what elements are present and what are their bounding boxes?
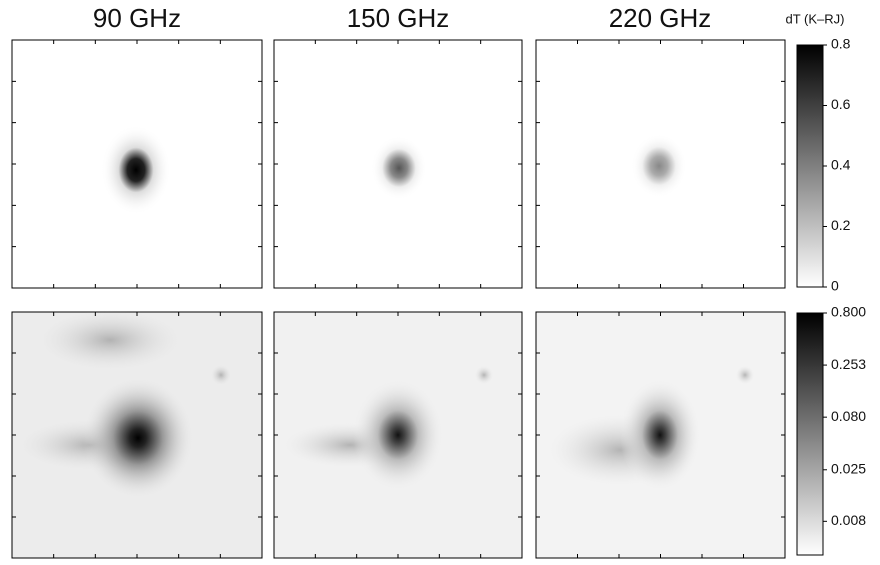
colorbar-tick-label: 0 bbox=[831, 278, 839, 294]
colorbar-tick-label: 0.008 bbox=[831, 512, 866, 528]
colorbar-tick-label: 0.2 bbox=[831, 217, 851, 233]
frame-tick bbox=[274, 40, 522, 288]
colorbar bbox=[796, 312, 824, 556]
frame-tick bbox=[12, 312, 262, 558]
frame-tick bbox=[12, 40, 262, 288]
source bbox=[211, 365, 231, 385]
frame-tick bbox=[12, 312, 262, 558]
frame-tick bbox=[12, 40, 262, 288]
source bbox=[371, 136, 427, 200]
frame-tick bbox=[536, 40, 785, 288]
frame-tick bbox=[274, 40, 522, 288]
source bbox=[475, 366, 493, 384]
frame-tick bbox=[274, 312, 522, 558]
source bbox=[353, 380, 443, 490]
panel-title: 220 GHz bbox=[609, 3, 712, 33]
panels-top bbox=[11, 39, 786, 289]
frame-tick bbox=[274, 312, 522, 558]
colorbar-tick-label: 0.6 bbox=[831, 96, 851, 112]
frame-tick bbox=[12, 40, 262, 288]
colorbar-tick-label: 0.025 bbox=[831, 460, 866, 476]
frame-tick bbox=[536, 40, 785, 288]
frame-tick bbox=[536, 40, 785, 288]
frame-tick bbox=[536, 312, 785, 558]
frame-tick bbox=[12, 312, 262, 558]
source bbox=[83, 378, 193, 498]
frame-tick bbox=[536, 312, 785, 558]
colorbar bbox=[796, 44, 824, 288]
frame-tick bbox=[274, 312, 522, 558]
frame-tick bbox=[274, 40, 522, 288]
source bbox=[736, 366, 754, 384]
frame-tick bbox=[536, 312, 785, 558]
emission bbox=[40, 310, 180, 370]
colorbar-tick-label: 0.8 bbox=[831, 36, 851, 52]
frame-tick bbox=[274, 312, 522, 558]
frame-tick bbox=[536, 40, 785, 288]
frame-tick bbox=[536, 312, 785, 558]
colorbar-label: dT (K–RJ) bbox=[786, 11, 845, 26]
source bbox=[631, 134, 687, 198]
source bbox=[620, 380, 700, 490]
panel-title: 150 GHz bbox=[347, 3, 450, 33]
colorbar-tick-label: 0.4 bbox=[831, 157, 851, 173]
frame-tick bbox=[274, 40, 522, 288]
colorbar-tick-label: 0.080 bbox=[831, 408, 866, 424]
source bbox=[101, 125, 171, 215]
colorbar-tick-label: 0.800 bbox=[831, 304, 866, 320]
panels-bottom bbox=[11, 310, 786, 559]
panel-title: 90 GHz bbox=[93, 3, 181, 33]
frame-tick bbox=[536, 312, 785, 558]
frame-tick bbox=[536, 40, 785, 288]
frame-tick bbox=[274, 40, 522, 288]
frame-tick bbox=[12, 40, 262, 288]
frame-tick bbox=[274, 312, 522, 558]
colorbar-tick-label: 0.253 bbox=[831, 356, 866, 372]
frame-tick bbox=[12, 312, 262, 558]
frame-tick bbox=[12, 312, 262, 558]
frame-tick bbox=[12, 40, 262, 288]
